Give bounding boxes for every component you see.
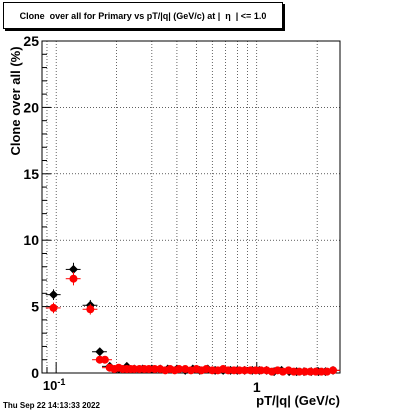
y-tick-label: 20 [23,99,39,115]
data-point-red [49,303,58,312]
y-tick-label: 0 [31,365,39,381]
y-tick-label: 5 [31,299,39,315]
series-layer [45,262,341,377]
title-box: Clone over all for Primary vs pT/|q| (Ge… [3,2,283,29]
datestamp: Thu Sep 22 14:13:33 2022 [3,401,100,410]
y-tick-label: 10 [23,232,39,248]
x-tick-label: 1 [253,379,261,395]
x-axis-label: pT/|q| (GeV/c) [256,393,340,408]
x-tick-label-exponent: -1 [57,377,65,387]
data-point-red [202,365,211,374]
data-point-black [95,347,105,357]
data-point-red [100,355,109,364]
axis-layer: 0 5 10 15 20 25 10-1 1 [23,33,318,395]
plot-frame [41,40,341,374]
data-point-black [68,264,78,274]
y-axis-label: Clone over all (%) [8,46,23,155]
data-point-red [86,305,95,314]
data-point-red [323,367,332,376]
grid-layer [42,41,340,373]
x-tick-label: 10-1 [43,377,65,393]
data-point-red [69,274,78,283]
chart-title: Clone over all for Primary vs pT/|q| (Ge… [19,11,267,21]
data-point-red [329,366,338,375]
y-tick-label: 25 [23,33,39,49]
data-point-black [49,290,59,300]
y-tick-label: 15 [23,166,39,182]
